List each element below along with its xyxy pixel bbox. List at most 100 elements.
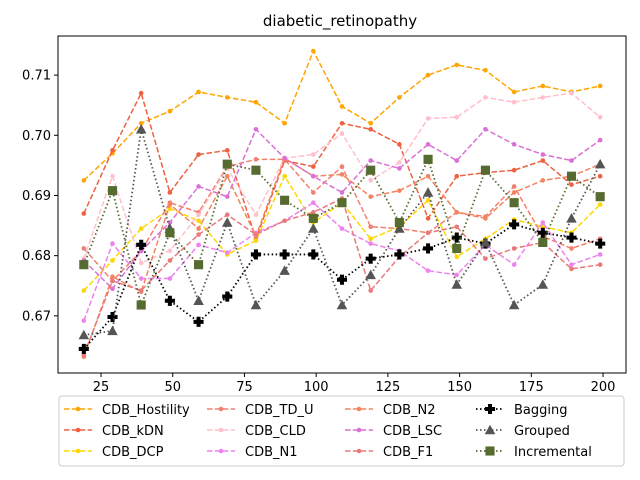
legend-item-cdb-n1: CDB_N1 <box>207 445 298 460</box>
data-point-cdb-cld <box>138 260 144 266</box>
series-cdb-lsc <box>81 126 603 292</box>
data-point-incremental <box>280 195 290 205</box>
data-point-cdb-kdn <box>368 126 373 132</box>
data-point-cdb-n2 <box>196 226 201 231</box>
legend-item-cdb-dcp: CDB_DCP <box>64 445 164 460</box>
legend-marker <box>356 406 362 412</box>
data-point-bagging <box>279 249 290 260</box>
data-point-cdb-kdn <box>454 173 460 179</box>
data-point-cdb-kdn <box>196 152 201 157</box>
data-point-cdb-kdn <box>110 148 115 153</box>
data-point-grouped <box>566 213 577 223</box>
data-point-bagging <box>193 316 204 327</box>
data-point-cdb-lsc <box>425 142 431 147</box>
legend-item-cdb-cld: CDB_CLD <box>207 424 306 439</box>
data-point-cdb-f1 <box>511 246 517 251</box>
data-point-cdb-kdn <box>167 190 173 195</box>
legend-label: Incremental <box>514 445 592 460</box>
legend-item-cdb-kdn: CDB_kDN <box>64 424 164 439</box>
data-point-cdb-f1 <box>167 258 173 263</box>
data-point-bagging <box>509 219 520 230</box>
data-point-cdb-dcp <box>196 218 201 224</box>
data-point-bagging <box>308 249 319 260</box>
data-point-cdb-hostility <box>81 178 87 183</box>
data-point-bagging <box>222 291 233 302</box>
data-point-cdb-cld <box>368 178 373 183</box>
data-point-cdb-td-u <box>511 184 517 189</box>
data-point-cdb-lsc <box>110 286 115 292</box>
data-point-cdb-f1 <box>597 262 603 267</box>
legend-marker <box>218 406 224 412</box>
data-point-cdb-hostility <box>339 104 345 109</box>
data-point-incremental <box>423 154 433 164</box>
data-point-bagging <box>423 243 434 254</box>
data-point-bagging <box>336 274 348 285</box>
data-point-cdb-hostility <box>196 89 201 95</box>
data-point-bagging <box>136 239 147 250</box>
data-point-cdb-n2 <box>454 210 460 215</box>
series-cdb-hostility <box>81 48 603 183</box>
data-point-cdb-n1 <box>167 276 173 281</box>
data-point-grouped <box>308 223 319 233</box>
legend-item-incremental: Incremental <box>476 445 592 460</box>
data-point-cdb-kdn <box>540 158 546 163</box>
data-point-cdb-n1 <box>224 250 230 255</box>
data-point-cdb-n2 <box>483 216 488 221</box>
x-tick-label: 175 <box>519 380 544 395</box>
data-point-cdb-cld <box>397 160 402 165</box>
x-tick-label: 75 <box>236 380 253 395</box>
legend-label: CDB_kDN <box>102 424 164 439</box>
data-point-cdb-f1 <box>282 218 287 224</box>
data-point-cdb-td-u <box>253 157 259 162</box>
data-point-bagging <box>164 295 175 306</box>
data-point-cdb-n2 <box>511 190 517 195</box>
data-point-cdb-n1 <box>569 262 574 267</box>
data-point-cdb-td-u <box>569 246 574 251</box>
data-point-bagging <box>107 311 118 323</box>
data-point-cdb-cld <box>196 212 201 218</box>
legend-item-grouped: Grouped <box>476 424 570 439</box>
data-point-cdb-f1 <box>368 288 373 293</box>
data-point-bagging <box>451 232 462 243</box>
data-point-cdb-cld <box>511 99 517 105</box>
legend-label: CDB_TD_U <box>245 403 313 418</box>
data-point-cdb-kdn <box>81 211 87 216</box>
data-point-cdb-hostility <box>311 48 316 54</box>
data-point-cdb-lsc <box>397 166 402 171</box>
data-point-cdb-n2 <box>540 178 546 183</box>
axes-layer: 25 50 75 100 125 150 175 200 0.67 0.68 0.69 0.70 0.7… <box>22 35 627 395</box>
legend-marker <box>356 427 362 433</box>
data-point-cdb-hostility <box>511 89 517 95</box>
data-point-incremental <box>480 165 490 175</box>
data-point-cdb-lsc <box>540 152 546 157</box>
data-point-cdb-cld <box>253 212 259 218</box>
data-point-incremental <box>107 186 118 196</box>
legend-item-cdb-td-u: CDB_TD_U <box>207 403 313 418</box>
data-point-cdb-cld <box>569 90 574 96</box>
data-point-cdb-f1 <box>196 232 201 237</box>
legend-marker <box>484 403 496 415</box>
y-tick-label: 0.71 <box>22 69 51 84</box>
data-point-grouped <box>508 299 520 310</box>
data-point-bagging <box>250 249 261 260</box>
data-point-cdb-hostility <box>597 83 603 89</box>
data-point-bagging <box>394 249 405 260</box>
legend-label: CDB_F1 <box>383 445 433 460</box>
data-point-cdb-lsc <box>483 126 488 132</box>
data-point-cdb-cld <box>540 95 546 100</box>
data-point-cdb-n1 <box>454 272 460 278</box>
legend-item-cdb-n2: CDB_N2 <box>345 403 436 418</box>
data-point-cdb-lsc <box>253 126 259 132</box>
legend-marker <box>356 448 362 454</box>
data-point-cdb-cld <box>311 152 316 157</box>
legend-item-cdb-lsc: CDB_LSC <box>345 424 442 439</box>
legend-marker <box>218 427 224 433</box>
data-point-cdb-n1 <box>597 252 603 257</box>
data-point-cdb-n1 <box>368 241 373 246</box>
data-point-cdb-n1 <box>425 268 431 274</box>
chart-title: diabetic_retinopathy <box>263 12 417 31</box>
data-point-cdb-n1 <box>339 226 345 231</box>
data-point-cdb-n1 <box>311 200 316 206</box>
data-point-cdb-cld <box>167 248 173 254</box>
